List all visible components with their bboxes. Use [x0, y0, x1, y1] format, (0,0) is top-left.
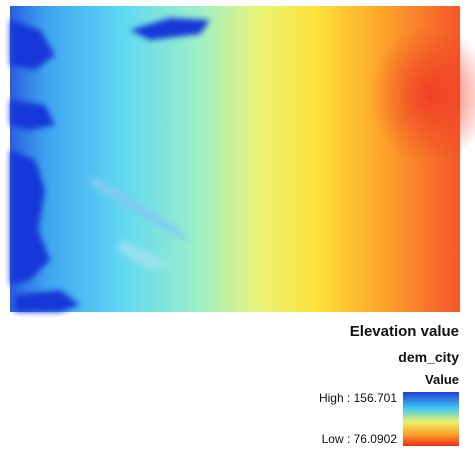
legend-high: High : 156.701 [319, 391, 397, 405]
elevation-raster [10, 6, 475, 312]
legend-field: Value [425, 372, 459, 387]
legend: Elevation value dem_city Value High : 15… [319, 323, 459, 446]
legend-low: Low : 76.0902 [322, 432, 398, 446]
legend-layer: dem_city [398, 349, 459, 365]
color-ramp [403, 392, 459, 446]
legend-title: Elevation value [350, 323, 459, 340]
